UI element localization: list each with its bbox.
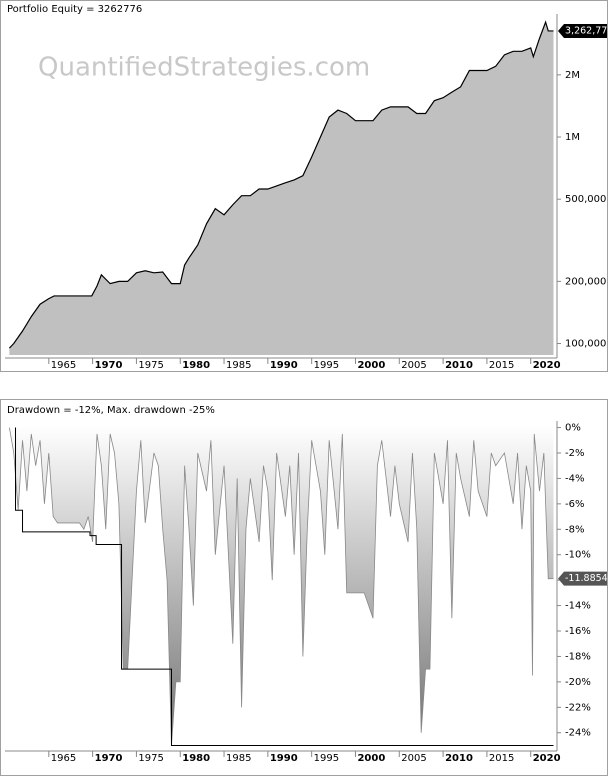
x-tick-label: 2000 bbox=[357, 360, 385, 371]
y-tick-label: -4% bbox=[565, 473, 584, 484]
area-fill bbox=[9, 427, 554, 746]
y-tick-label: -22% bbox=[565, 702, 591, 713]
x-tick-label: 1985 bbox=[226, 753, 251, 764]
x-tick-label: 1980 bbox=[182, 753, 210, 764]
y-tick-label: 2M bbox=[565, 70, 580, 81]
y-tick-label: -24% bbox=[565, 728, 591, 739]
last-value-label: 3,262,776 bbox=[565, 25, 612, 36]
chart-title: Drawdown = -12%, Max. drawdown -25% bbox=[7, 405, 215, 416]
series-line bbox=[8, 20, 554, 349]
y-tick-label: -16% bbox=[565, 626, 591, 637]
watermark: QuantifiedStrategies.com bbox=[38, 53, 370, 83]
x-tick-label: 2005 bbox=[401, 360, 426, 371]
x-tick-label: 1975 bbox=[138, 360, 163, 371]
panel-frame bbox=[0, 399, 608, 776]
chart-title: Portfolio Equity = 3262776 bbox=[7, 4, 142, 15]
y-tick-label: 1M bbox=[565, 132, 580, 143]
x-tick-label: 2010 bbox=[445, 753, 473, 764]
y-tick-label: 500,000 bbox=[565, 194, 606, 205]
y-tick-label: 0% bbox=[565, 423, 581, 434]
y-tick-label: -14% bbox=[565, 601, 591, 612]
x-tick-label: 1985 bbox=[226, 360, 251, 371]
x-tick-label: 1965 bbox=[51, 360, 76, 371]
last-value-box bbox=[558, 571, 607, 586]
x-tick-label: 2020 bbox=[533, 753, 561, 764]
y-tick-label: -10% bbox=[565, 550, 591, 561]
y-tick-label: -18% bbox=[565, 651, 591, 662]
x-tick-label: 1965 bbox=[51, 753, 76, 764]
x-tick-label: 2015 bbox=[489, 753, 514, 764]
x-tick-label: 2020 bbox=[533, 360, 561, 371]
x-tick-label: 1995 bbox=[314, 753, 339, 764]
x-tick-label: 2000 bbox=[357, 753, 385, 764]
series-line bbox=[8, 427, 554, 746]
y-tick-label: -6% bbox=[565, 499, 584, 510]
y-tick-label: 100,000 bbox=[565, 339, 606, 350]
y-tick-label: -2% bbox=[565, 448, 584, 459]
y-tick-label: -8% bbox=[565, 524, 584, 535]
x-tick-label: 2005 bbox=[401, 753, 426, 764]
x-tick-label: 2015 bbox=[489, 360, 514, 371]
x-tick-label: 1995 bbox=[314, 360, 339, 371]
x-tick-label: 1970 bbox=[95, 360, 123, 371]
last-value-box bbox=[558, 23, 607, 38]
last-value-label: -11.8854 bbox=[565, 573, 608, 584]
area-fill bbox=[9, 22, 554, 355]
x-tick-label: 1990 bbox=[270, 753, 298, 764]
y-tick-label: 200,000 bbox=[565, 276, 606, 287]
x-tick-label: 1980 bbox=[182, 360, 210, 371]
x-tick-label: 1970 bbox=[95, 753, 123, 764]
y-tick-label: -20% bbox=[565, 677, 591, 688]
max-drawdown-line bbox=[15, 427, 554, 746]
panel-frame bbox=[0, 0, 608, 372]
x-tick-label: 2010 bbox=[445, 360, 473, 371]
x-tick-label: 1975 bbox=[138, 753, 163, 764]
x-tick-label: 1990 bbox=[270, 360, 298, 371]
